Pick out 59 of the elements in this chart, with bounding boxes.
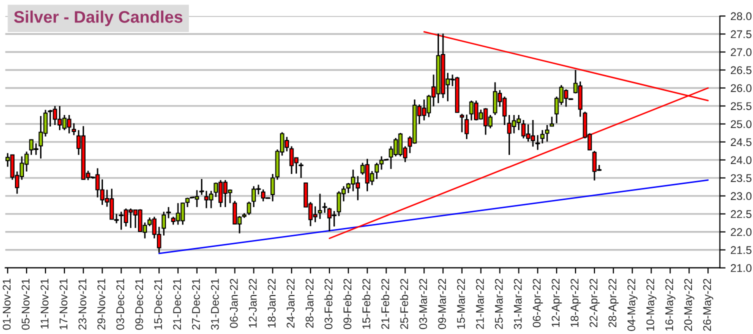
x-tick-label: 09-Dec-21 — [135, 278, 144, 330]
y-tick-label: 26.0 — [730, 84, 752, 92]
x-tick-label: 25-Feb-22 — [400, 278, 408, 329]
x-tick-label: 04-May-22 — [627, 278, 638, 331]
x-tick-label: 11-Nov-21 — [40, 278, 48, 328]
x-tick-label: 27-Dec-21 — [192, 278, 200, 330]
x-tick-label: 10-May-22 — [646, 278, 656, 331]
x-tick-label: 25-Mar-22 — [494, 278, 503, 329]
y-tick-label: 24.5 — [730, 138, 752, 146]
x-tick-label: 29-Nov-21 — [97, 278, 106, 330]
y-tick-label: 21.5 — [730, 246, 752, 254]
candlestick — [48, 109, 53, 128]
candlestick — [318, 193, 322, 220]
y-tick-label: 28.0 — [730, 12, 752, 20]
x-tick-label: 15-Dec-21 — [154, 278, 162, 330]
x-tick-label: 15-Feb-22 — [362, 278, 370, 329]
x-tick-label: 28-Jan-22 — [306, 278, 314, 328]
x-tick-label: 03-Mar-22 — [419, 278, 428, 330]
y-tick-label: 24.0 — [730, 156, 752, 164]
y-tick-label: 25.0 — [730, 120, 752, 128]
x-tick-label: 15-Mar-22 — [457, 278, 465, 329]
y-tick-label: 25.5 — [730, 102, 752, 110]
candlestick — [460, 113, 464, 133]
x-tick-label: 28-Apr-22 — [608, 278, 619, 328]
y-tick-label: 22.5 — [730, 210, 752, 218]
y-tick-label: 23.0 — [730, 192, 752, 200]
x-tick-label: 17-Nov-21 — [60, 278, 68, 330]
x-tick-label: 12-Apr-22 — [552, 278, 562, 327]
chart-title: Silver - Daily Candles — [14, 10, 182, 26]
candlestick — [246, 200, 252, 216]
y-tick-label: 27.5 — [730, 30, 752, 38]
x-tick-label: 18-Jan-22 — [268, 278, 276, 328]
x-tick-label: 20-May-22 — [684, 278, 694, 331]
y-tick-label: 21.0 — [730, 264, 752, 272]
x-tick-label: 31-Dec-21 — [210, 278, 219, 330]
x-tick-label: 09-Mar-22 — [438, 278, 446, 330]
x-tick-label: 18-Apr-22 — [570, 278, 581, 327]
y-tick-label: 23.5 — [730, 174, 752, 182]
x-tick-label: 12-Jan-22 — [248, 278, 257, 328]
x-tick-label: 22-Apr-22 — [590, 278, 600, 328]
x-tick-label: 06-Apr-22 — [532, 278, 543, 328]
y-tick-label: 22.0 — [730, 228, 752, 236]
x-tick-label: 06-Jan-22 — [230, 278, 238, 328]
y-tick-label: 26.5 — [730, 66, 752, 74]
candlestick — [322, 202, 328, 214]
x-tick-label: 03-Feb-22 — [324, 278, 332, 330]
x-tick-label: 03-Dec-21 — [116, 278, 124, 330]
x-tick-label: 21-Mar-22 — [476, 278, 484, 329]
x-tick-label: 21-Feb-22 — [381, 278, 390, 329]
x-tick-label: 23-Nov-21 — [78, 278, 86, 330]
x-tick-label: 24-Jan-22 — [286, 278, 295, 328]
x-tick-label: 21-Dec-21 — [173, 278, 181, 330]
y-tick-label: 27.0 — [730, 48, 752, 56]
x-tick-label: 09-Feb-22 — [343, 278, 352, 330]
x-tick-label: 16-May-22 — [665, 278, 676, 331]
x-tick-label: 01-Nov-21 — [2, 278, 11, 330]
x-tick-label: 26-May-22 — [703, 278, 714, 331]
x-tick-label: 05-Nov-21 — [22, 278, 30, 330]
x-tick-label: 31-Mar-22 — [514, 278, 522, 330]
